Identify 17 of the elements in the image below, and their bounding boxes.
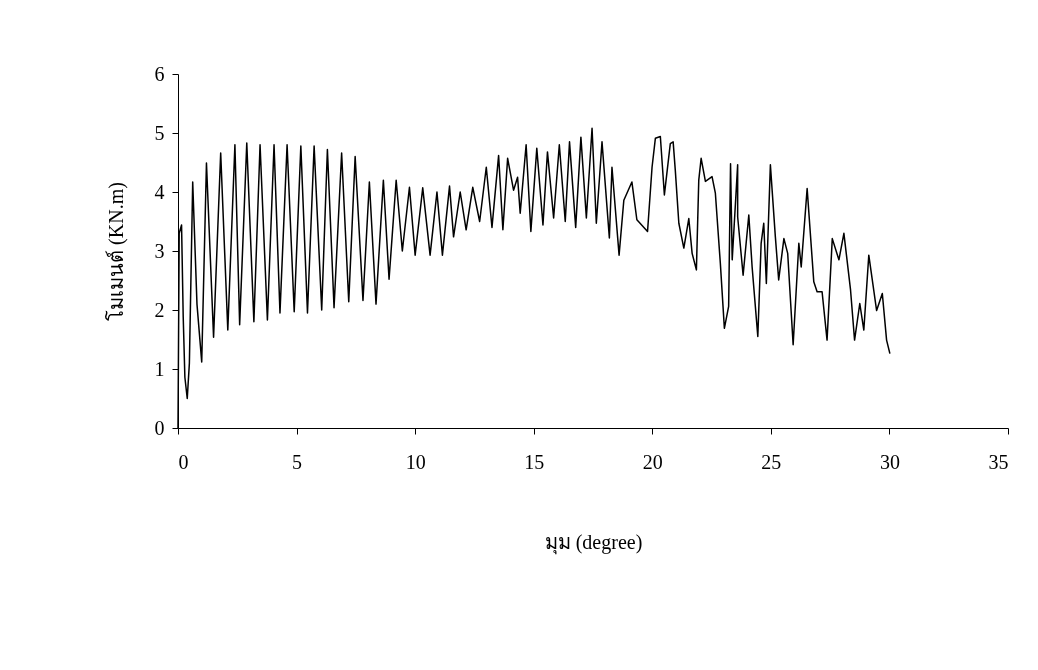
y-tick-label: 4 [154,180,165,203]
y-tick-label: 2 [154,298,165,321]
x-tick-label: 25 [761,450,782,473]
x-tick-label: 5 [292,450,303,473]
x-tick-label: 20 [642,450,663,473]
x-tick-label: 35 [988,450,1009,473]
y-axis-title: โมเมนต์ (KN.m) [104,182,128,321]
y-tick-label: 6 [154,62,165,85]
x-tick-label: 15 [524,450,545,473]
x-axis-title: มุม (degree) [544,530,643,555]
y-tick-label: 1 [154,357,165,380]
y-tick-label: 3 [154,239,165,262]
x-tick-label: 30 [879,450,900,473]
y-tick-label: 0 [154,416,165,439]
x-tick-label: 0 [178,450,189,473]
x-tick-label: 10 [405,450,426,473]
y-tick-label: 5 [154,121,165,144]
